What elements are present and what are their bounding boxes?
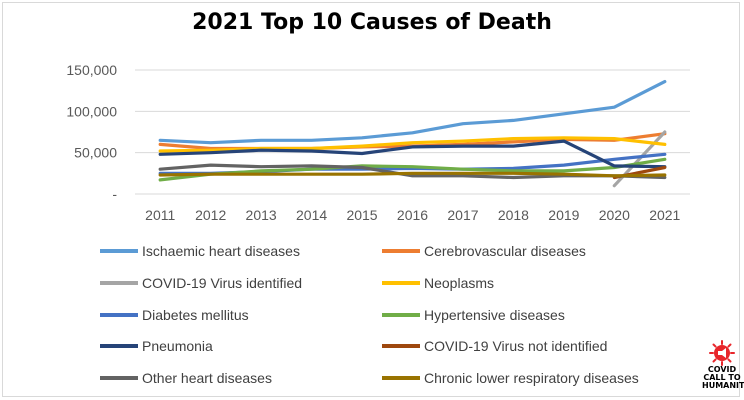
y-tick-label: 50,000 — [74, 145, 117, 161]
x-tick-label: 2013 — [246, 207, 277, 223]
series-line-1 — [158, 79, 667, 145]
chart-title: 2021 Top 10 Causes of Death — [192, 10, 552, 35]
logo-line-1: COVID — [707, 365, 737, 374]
x-tick-label: 2012 — [195, 207, 226, 223]
logo-line-3: HUMANITY — [702, 381, 744, 390]
logo-text: COVID CALL TO HUMANITY — [702, 365, 744, 390]
chart-frame — [2, 2, 740, 397]
x-tick-label: 2018 — [498, 207, 529, 223]
series-line-10 — [158, 171, 667, 178]
y-axis-ticks: - 50,000 100,000 150,000 — [66, 62, 117, 202]
y-tick-label: - — [112, 186, 117, 202]
x-tick-label: 2021 — [649, 207, 680, 223]
logo-line-2: CALL TO — [703, 373, 741, 382]
y-tick-label: 100,000 — [66, 103, 117, 119]
series-line-7 — [158, 139, 667, 169]
covid-call-to-humanity-logo: COVID CALL TO HUMANITY — [702, 340, 744, 396]
x-tick-label: 2016 — [397, 207, 428, 223]
series-line-6 — [158, 157, 667, 182]
series-lines — [158, 79, 667, 188]
x-tick-label: 2017 — [447, 207, 478, 223]
virus-megaphone-icon — [709, 340, 735, 366]
x-tick-label: 2019 — [548, 207, 579, 223]
x-tick-label: 2011 — [145, 207, 175, 223]
x-tick-label: 2020 — [599, 207, 630, 223]
series-line-4 — [158, 136, 667, 153]
x-axis-ticks: 2011 2012 2013 2014 2015 2016 2017 2018 2019 2020… — [145, 207, 680, 223]
y-tick-label: 150,000 — [66, 62, 117, 78]
x-tick-label: 2014 — [296, 207, 327, 223]
x-tick-label: 2015 — [346, 207, 377, 223]
